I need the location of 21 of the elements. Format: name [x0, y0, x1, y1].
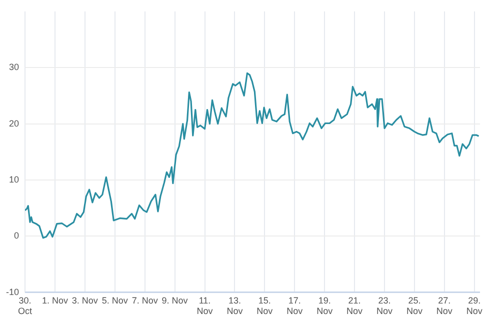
- x-tick-label: 30. Oct: [18, 295, 32, 316]
- x-tick-label: 21. Nov: [346, 295, 364, 316]
- x-tick-label: 25. Nov: [406, 295, 423, 316]
- x-tick-label: 27. Nov: [436, 295, 453, 316]
- y-tick-label: 30: [8, 62, 20, 72]
- x-tick-label: 23. Nov: [376, 295, 394, 316]
- x-tick-label: 17. Nov: [286, 295, 304, 316]
- x-tick-label: 5. Nov: [102, 295, 128, 306]
- x-tick-label: 7. Nov: [132, 295, 158, 306]
- x-tick-label: 1. Nov: [42, 295, 68, 306]
- y-tick-label: -10: [6, 286, 20, 297]
- y-tick-label: 0: [14, 230, 20, 241]
- x-tick-label: 19. Nov: [316, 295, 334, 316]
- x-tick-label: 9. Nov: [162, 295, 188, 306]
- x-tick-label: 11. Nov: [196, 295, 214, 316]
- x-tick-label: 3. Nov: [72, 295, 98, 306]
- y-tick-label: 20: [8, 118, 20, 128]
- x-tick-label: 29. Nov: [466, 295, 483, 316]
- x-tick-label: 13. Nov: [226, 295, 244, 316]
- x-tick-label: 15. Nov: [256, 295, 274, 316]
- y-tick-label: 10: [8, 174, 20, 184]
